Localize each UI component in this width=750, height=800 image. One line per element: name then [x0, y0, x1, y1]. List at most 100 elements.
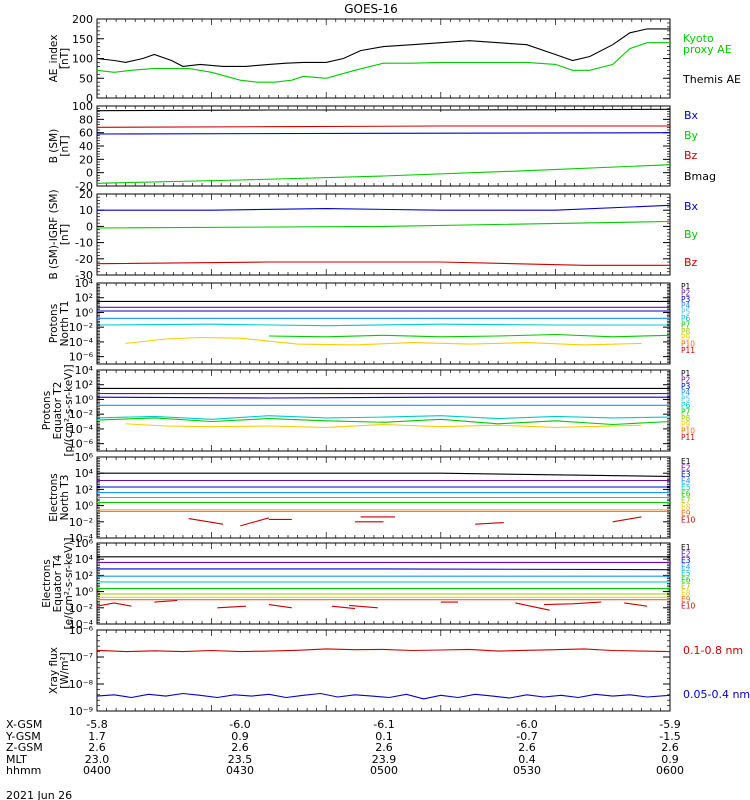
y-axis-label-line: [e/(cm²-s-sr-keV)]	[63, 538, 75, 630]
panel-xray: 10⁻⁹ 10⁻⁸ 10⁻⁷ 10⁻⁶ Xray flux [W/m²] 0.1-0.8 n…	[48, 624, 750, 718]
legend-entry: By	[684, 129, 699, 142]
series-bx	[96, 132, 671, 135]
legend-entry: P2	[681, 375, 691, 384]
legend-entry: Themis AE	[682, 73, 741, 86]
y-tick-label: 10⁻⁷	[69, 651, 93, 664]
y-axis-label-line: [nT]	[59, 135, 71, 156]
legend-entry: E10	[681, 602, 696, 611]
legend-entry: E4	[681, 563, 691, 572]
panel-frame	[96, 18, 671, 99]
y-axis-label: AE_index [nT]	[48, 35, 71, 83]
y-axis-label-line: Xray flux	[48, 647, 60, 694]
y-axis-label-line: [W/m²]	[59, 652, 71, 689]
y-tick-label: 0	[86, 220, 93, 233]
legend-entry: P4	[681, 388, 691, 397]
legend-entry: P5	[681, 308, 691, 317]
legend-entry: Bx	[684, 200, 699, 213]
panel-frame	[96, 369, 671, 452]
series-p5	[96, 323, 670, 327]
segment-e10	[188, 518, 224, 525]
series-p3	[96, 396, 670, 399]
legend-entry: P11	[681, 346, 695, 355]
legend-entry: proxy AE	[683, 43, 732, 56]
x-axis-value: 0500	[370, 764, 398, 777]
y-tick-label: -20	[75, 180, 93, 193]
y-tick-label: 10⁴	[75, 364, 94, 377]
y-tick-label: 10²	[75, 483, 93, 496]
y-tick-label: 150	[72, 33, 93, 46]
y-tick-label: 10⁻⁹	[69, 705, 93, 718]
y-tick-label: 10⁻²	[69, 516, 93, 529]
x-axis-value: -6.0	[229, 718, 250, 731]
x-axis-row-label: MLT	[6, 753, 27, 766]
series-bmag	[96, 108, 671, 112]
y-tick-label: 10⁰	[75, 500, 94, 513]
x-axis-value: -5.8	[86, 718, 107, 731]
y-axis-label: Xray flux [W/m²]	[48, 647, 71, 694]
legend-entry: E9	[681, 595, 691, 604]
segment-e10	[624, 602, 648, 607]
series-kyoto-proxy-ae	[96, 42, 670, 83]
x-axis-row-label: Y-GSM	[5, 730, 41, 743]
x-axis-value: 2.6	[231, 741, 249, 754]
y-axis-label-line: Electrons	[48, 473, 60, 522]
x-axis-value: 2.6	[661, 741, 679, 754]
series-0-05-0-4-nm	[96, 692, 671, 700]
y-tick-label: 10⁰	[75, 306, 94, 319]
series-p9	[125, 423, 642, 428]
y-tick-label: 20	[79, 153, 93, 166]
legend-entry: P11	[681, 433, 695, 442]
y-tick-label: 60	[79, 127, 93, 140]
y-tick-label: 10⁴	[75, 553, 94, 566]
x-axis-value: -0.7	[516, 730, 537, 743]
legend-entry: P9	[681, 420, 691, 429]
y-tick-label: 10⁻⁶	[69, 624, 94, 637]
y-tick-label: 10²	[75, 379, 93, 392]
y-tick-label: 20	[79, 188, 93, 201]
legend-entry: E7	[681, 496, 691, 505]
segment-e10	[349, 604, 378, 609]
y-tick-label: 10⁶	[75, 537, 94, 550]
y-axis-label-line: Equator T4	[52, 554, 64, 612]
legend-entry: E10	[681, 516, 696, 525]
legend-entry: P8	[681, 327, 691, 336]
y-axis-label: Protons Equator T2 [p/(cm²-s-sr-keV)]	[41, 364, 75, 456]
legend-entry: E6	[681, 576, 691, 585]
legend-entry: P10	[681, 427, 695, 436]
segment-e10	[543, 601, 602, 606]
y-axis-label-line: [nT]	[59, 48, 71, 69]
legend-entry: E2	[681, 550, 691, 559]
series-e1	[97, 472, 671, 477]
y-tick-label: 10⁶	[75, 451, 94, 464]
y-tick-label: 100	[72, 100, 93, 113]
legend-entry: E5	[681, 483, 691, 492]
series-themis-ae	[96, 28, 670, 67]
x-axis-row-label: Z-GSM	[6, 741, 43, 754]
y-axis-label: Electrons Equator T4 [e/(cm²-s-sr-keV)]	[41, 538, 75, 630]
x-axis-value: 0.9	[231, 730, 249, 743]
y-tick-label: 10⁰	[75, 393, 94, 406]
series-by	[96, 220, 671, 229]
y-axis-label-line: AE_index	[48, 35, 60, 83]
y-tick-label: 10⁻²	[69, 408, 93, 421]
x-axis-ephemeris: X-GSM -5.8 -6.0 -6.1 -6.0 -5.9 Y-GSM 1.7 0.9 0.1 -…	[5, 718, 684, 777]
y-tick-label: 200	[72, 13, 93, 26]
y-tick-label: 10⁻⁴	[69, 532, 94, 545]
y-axis-label: Protons North T1	[48, 301, 71, 347]
legend-entry: P5	[681, 395, 691, 404]
panel-bdiff: -30 -20 -10 0 10 20 B (SM)-IGRF (SM) [nT] Bx By Bz	[48, 188, 699, 282]
y-tick-label: 10⁻⁸	[69, 678, 94, 691]
legend-entry: E6	[681, 490, 691, 499]
y-axis-label-line: Electrons	[41, 559, 53, 608]
y-tick-label: 0	[86, 92, 93, 105]
y-tick-label: 10²	[75, 569, 93, 582]
y-axis-label-line: Protons	[48, 304, 60, 343]
segment-e10	[217, 605, 247, 609]
date-label: 2021 Jun 26	[6, 789, 72, 800]
x-axis-value: 0530	[513, 764, 541, 777]
